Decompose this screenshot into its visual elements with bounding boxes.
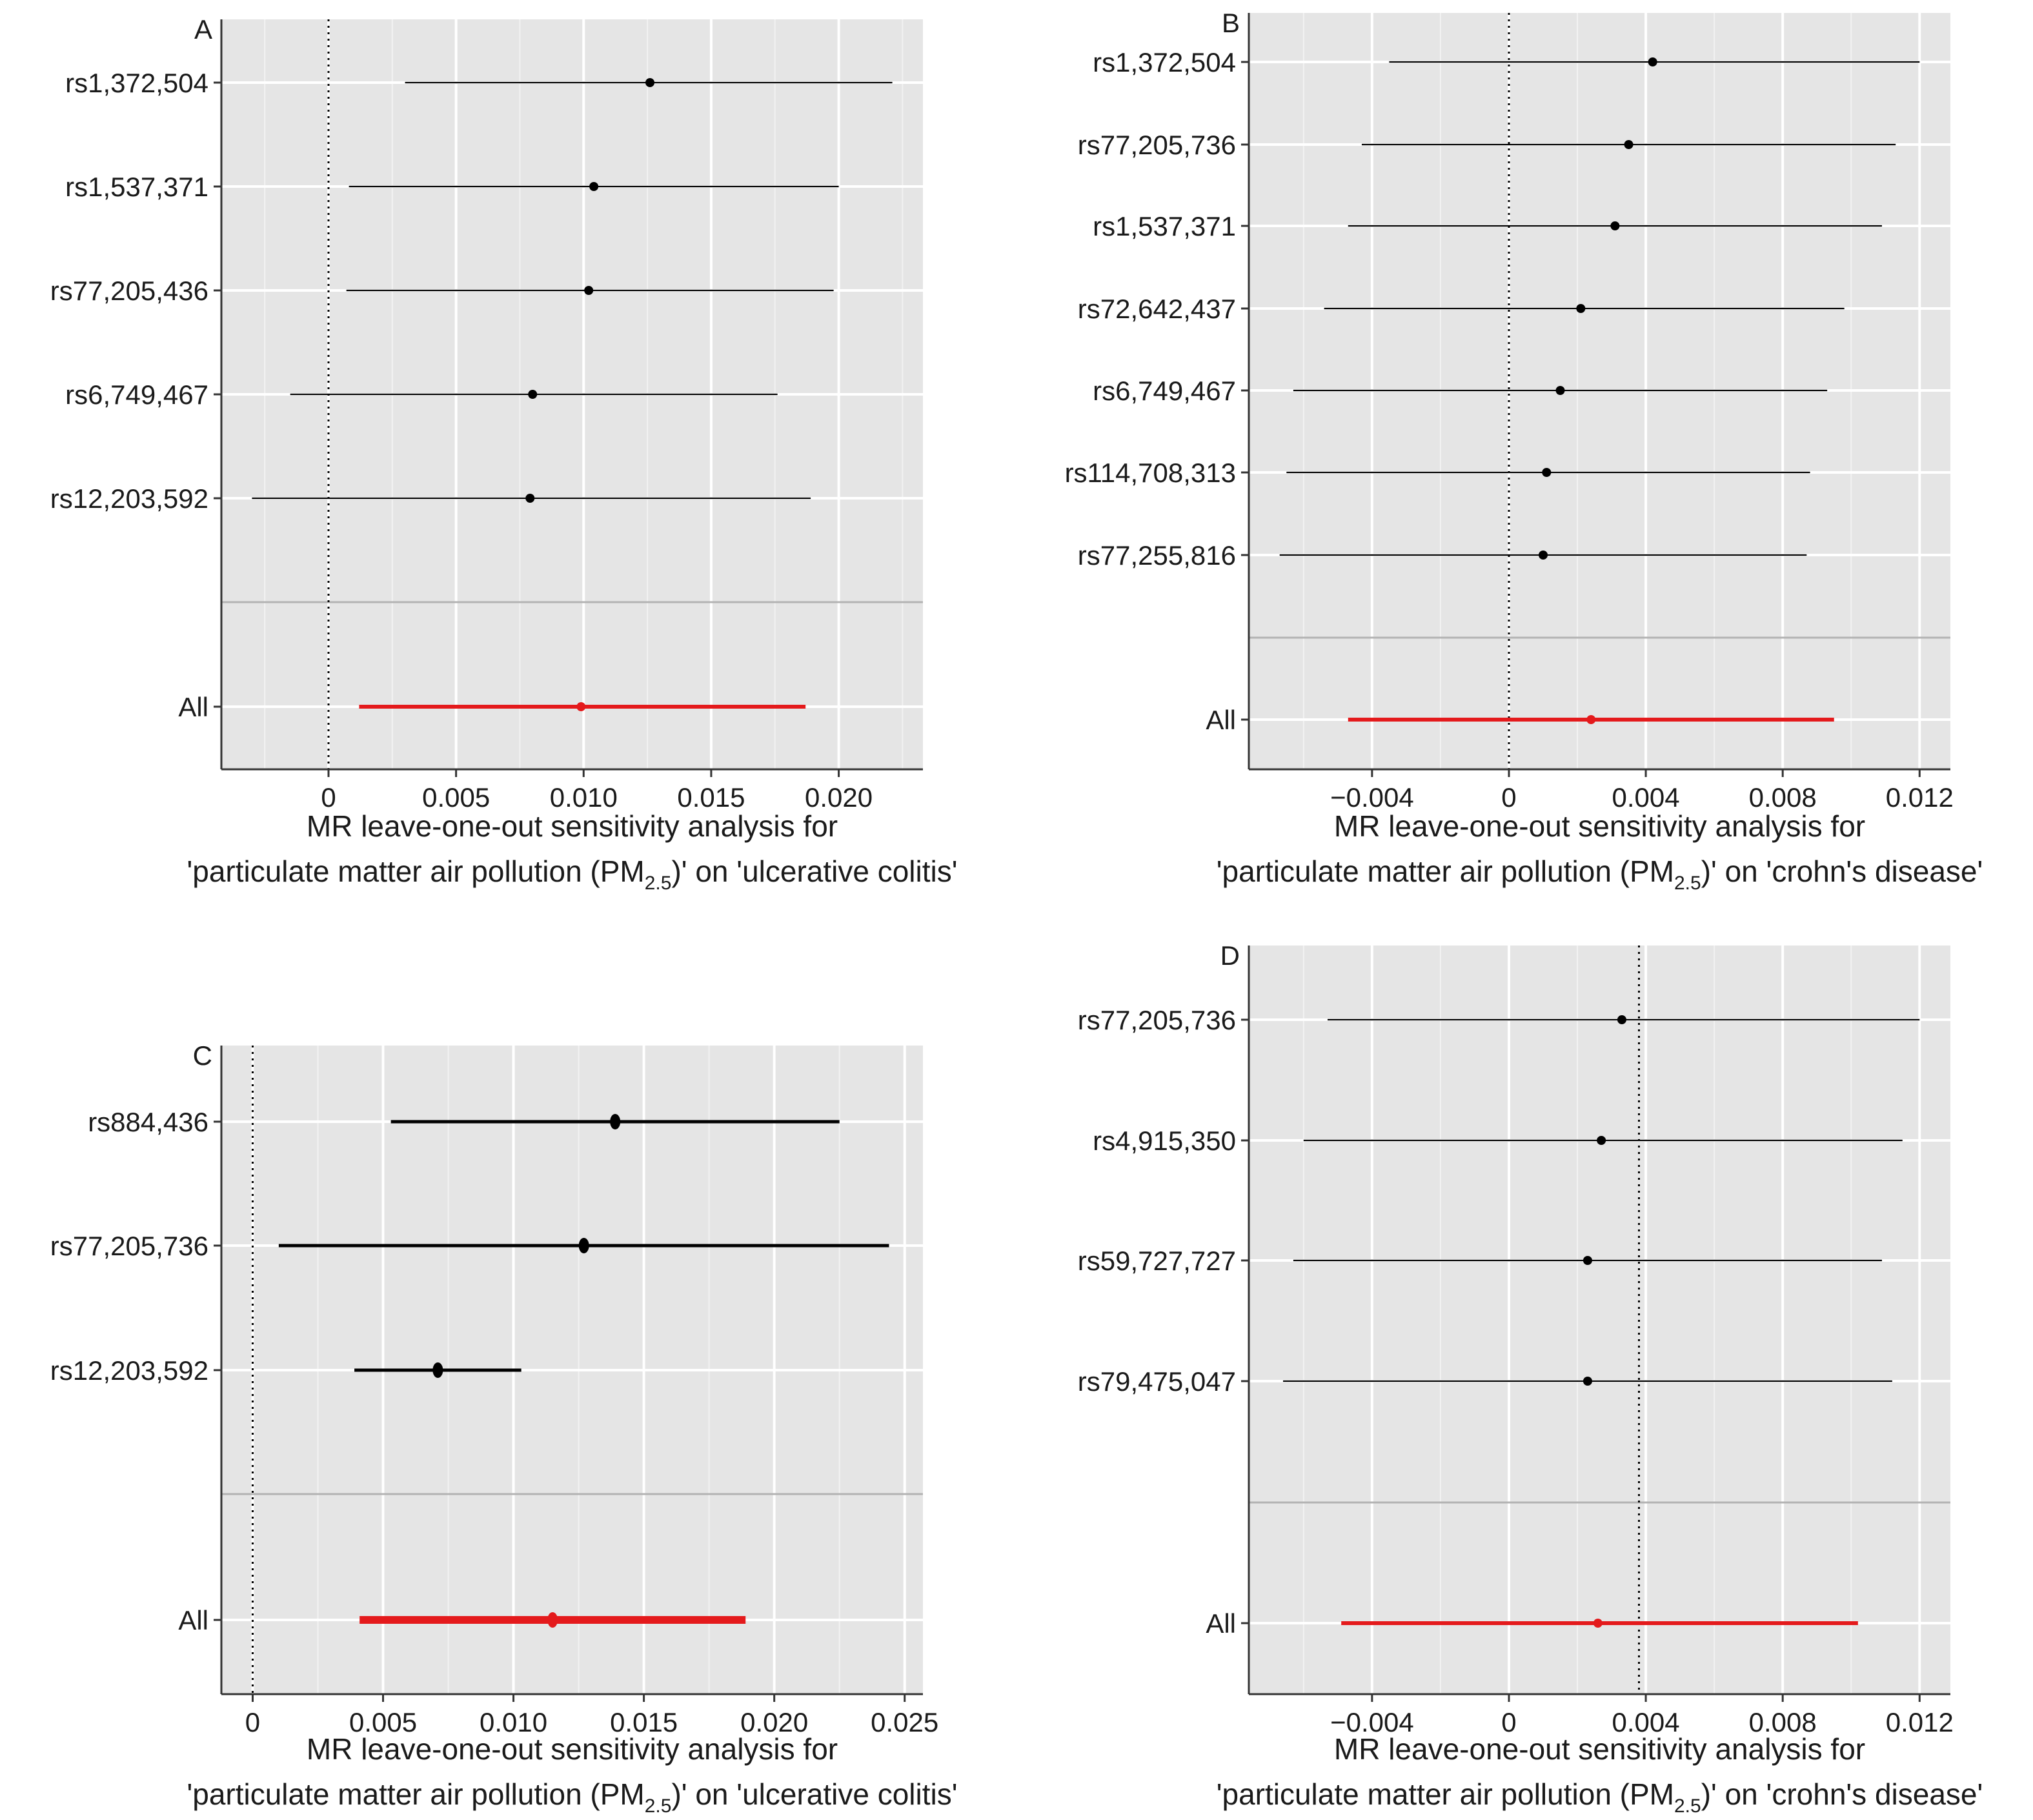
x-axis-title-line-2: 'particulate matter air pollution (PM2.5… (187, 854, 957, 894)
panel-letter: A (194, 14, 212, 45)
estimate-point (1610, 221, 1620, 230)
x-tick-label: 0 (1501, 782, 1516, 813)
snp-label: rs4,915,350 (1093, 1126, 1236, 1156)
panel-b: rs1,372,504 rs77,205,736 rs1,537,371 rs72,6… (1065, 8, 1983, 894)
snp-label: rs12,203,592 (50, 483, 208, 514)
x-axis-title-line-1: MR leave-one-out sensitivity analysis fo… (1334, 1732, 1865, 1766)
estimate-point (578, 1238, 589, 1253)
x-tick-label: 0.005 (422, 782, 490, 813)
x-axis-title-subscript: 2.5 (645, 873, 672, 894)
x-tick-label: 0 (1501, 1707, 1516, 1737)
estimate-point (1617, 1015, 1626, 1024)
x-tick-label: 0.020 (805, 782, 873, 813)
snp-label: rs79,475,047 (1078, 1366, 1236, 1397)
x-tick-label: 0.004 (1612, 1707, 1680, 1737)
snp-label: rs1,537,371 (1093, 211, 1236, 241)
x-tick-label: −0.004 (1330, 782, 1414, 813)
snp-label: rs6,749,467 (1093, 376, 1236, 406)
snp-label: rs77,205,736 (1078, 1005, 1236, 1035)
x-axis-title-subscript: 2.5 (645, 1795, 672, 1817)
x-tick-label: 0.010 (550, 782, 618, 813)
estimate-point (525, 494, 535, 503)
x-axis-title-line-1: MR leave-one-out sensitivity analysis fo… (1334, 809, 1865, 843)
x-tick-label: 0 (245, 1707, 260, 1737)
x-axis-title-part: 'particulate matter air pollution (PM (187, 1777, 644, 1811)
x-axis-title-part: )' on 'ulcerative colitis' (671, 854, 957, 888)
x-axis-title-part: 'particulate matter air pollution (PM (1217, 1777, 1674, 1811)
panel-c: rs884,436 rs77,205,736 rs12,203,592 All 0 0.0… (50, 1040, 958, 1817)
estimate-point (1624, 140, 1633, 149)
estimate-point (584, 286, 594, 295)
x-axis-title-part: 'particulate matter air pollution (PM (187, 854, 644, 888)
snp-label: rs59,727,727 (1078, 1246, 1236, 1276)
estimate-point (1555, 386, 1565, 395)
x-axis-title-line-2: 'particulate matter air pollution (PM2.5… (1217, 1777, 1983, 1817)
x-tick-label: 0.008 (1749, 782, 1817, 813)
overall-estimate-point (1586, 715, 1596, 724)
panel-a: rs1,372,504 rs1,537,371 rs77,205,436 rs6,74… (50, 14, 958, 894)
panel-letter: C (193, 1040, 212, 1071)
estimate-point (432, 1362, 443, 1378)
estimate-point (1583, 1256, 1592, 1265)
panel-letter: B (1222, 8, 1240, 38)
x-axis-title-part: )' on 'crohn's disease' (1701, 854, 1983, 888)
estimate-point (589, 182, 599, 191)
estimate-point (1583, 1377, 1592, 1386)
x-tick-label: 0.015 (610, 1707, 678, 1737)
overall-estimate-point (576, 702, 586, 711)
estimate-point (1576, 304, 1586, 313)
estimate-point (528, 390, 538, 399)
x-axis-title-subscript: 2.5 (1674, 873, 1701, 894)
panel-letter: D (1220, 940, 1240, 971)
snp-label: rs1,537,371 (65, 172, 208, 202)
x-tick-label: 0 (321, 782, 336, 813)
x-tick-label: 0.015 (677, 782, 745, 813)
snp-label: rs77,205,736 (1078, 130, 1236, 160)
x-axis-title-line-1: MR leave-one-out sensitivity analysis fo… (307, 809, 838, 843)
x-tick-label: 0.004 (1612, 782, 1680, 813)
x-tick-label: 0.008 (1749, 1707, 1817, 1737)
overall-estimate-point (1593, 1619, 1603, 1628)
snp-label: rs884,436 (88, 1107, 208, 1137)
overall-label: All (1206, 1608, 1236, 1639)
overall-label: All (178, 1605, 208, 1635)
snp-label: rs6,749,467 (65, 379, 208, 410)
x-tick-label: 0.012 (1886, 1707, 1954, 1737)
estimate-point (1597, 1136, 1606, 1145)
x-axis-title-part: 'particulate matter air pollution (PM (1217, 854, 1674, 888)
snp-label: rs77,205,436 (50, 276, 208, 306)
overall-estimate-point (547, 1612, 558, 1628)
estimate-point (1539, 551, 1548, 560)
snp-label: rs77,205,736 (50, 1231, 208, 1261)
estimate-point (610, 1114, 621, 1129)
x-tick-label: 0.025 (871, 1707, 938, 1737)
snp-label: rs72,642,437 (1078, 294, 1236, 324)
overall-label: All (178, 692, 208, 722)
x-axis-title-line-2: 'particulate matter air pollution (PM2.5… (187, 1777, 957, 1817)
x-tick-label: −0.004 (1330, 1707, 1414, 1737)
snp-label: rs114,708,313 (1065, 458, 1236, 488)
estimate-point (645, 78, 655, 87)
x-axis-title-line-2: 'particulate matter air pollution (PM2.5… (1217, 854, 1983, 894)
x-tick-label: 0.020 (740, 1707, 808, 1737)
snp-label: rs1,372,504 (1093, 47, 1236, 77)
panel-background (1249, 945, 1950, 1694)
x-axis-title-part: )' on 'ulcerative colitis' (671, 1777, 957, 1811)
estimate-point (1648, 57, 1657, 66)
snp-label: rs77,255,816 (1078, 540, 1236, 571)
x-axis-title-subscript: 2.5 (1674, 1795, 1701, 1817)
x-axis-title-part: )' on 'crohn's disease' (1701, 1777, 1983, 1811)
x-tick-label: 0.010 (480, 1707, 547, 1737)
estimate-point (1542, 468, 1552, 477)
overall-label: All (1206, 705, 1236, 735)
snp-label: rs1,372,504 (65, 68, 208, 98)
panel-d: rs77,205,736 rs4,915,350 rs59,727,727 rs79,… (1078, 940, 1983, 1817)
x-tick-label: 0.005 (349, 1707, 417, 1737)
x-axis-title-line-1: MR leave-one-out sensitivity analysis fo… (307, 1732, 838, 1766)
x-tick-label: 0.012 (1886, 782, 1954, 813)
snp-label: rs12,203,592 (50, 1355, 208, 1386)
